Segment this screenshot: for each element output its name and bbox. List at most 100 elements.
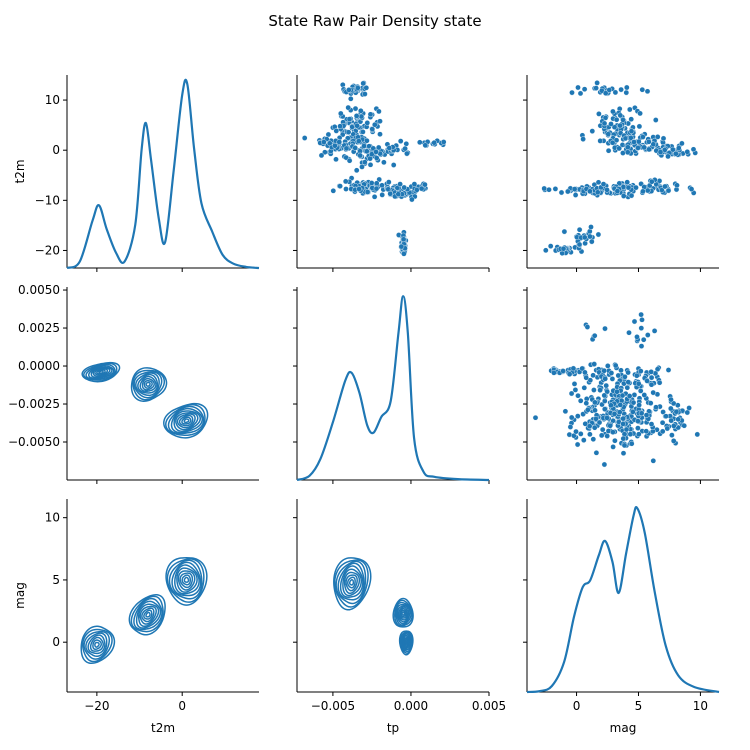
scatter-point <box>610 108 616 115</box>
kde-contour-line <box>98 370 104 374</box>
scatter-point <box>690 146 697 153</box>
scatter-point <box>617 402 624 408</box>
scatter-point <box>377 118 383 124</box>
chart-title: State Raw Pair Density state <box>268 12 481 30</box>
y-tick-label: 10 <box>45 511 60 525</box>
kde-contour-line <box>183 576 190 583</box>
kde-contour-line <box>392 597 414 628</box>
scatter-point <box>379 192 386 198</box>
scatter-point <box>440 139 447 145</box>
scatter-point <box>368 180 375 186</box>
scatter-point <box>620 117 626 123</box>
scatter-point <box>597 138 604 144</box>
scatter-point <box>660 135 667 142</box>
kde-contour-line <box>92 639 102 651</box>
scatter-point <box>354 122 360 129</box>
scatter-point <box>561 228 568 235</box>
kde-contour-line <box>141 377 155 391</box>
kde-contour-line <box>145 611 151 618</box>
scatter-point <box>659 428 666 435</box>
scatter-point <box>665 187 672 194</box>
scatter-point <box>326 140 333 147</box>
scatter-point <box>568 390 575 397</box>
kde-contour-line <box>167 405 205 435</box>
scatter-point <box>627 106 633 113</box>
scatter-point <box>602 115 609 121</box>
scatter-point <box>597 387 603 393</box>
scatter-point <box>688 186 695 192</box>
scatter-point <box>357 152 364 159</box>
scatter-point <box>625 369 631 376</box>
scatter-point <box>625 184 632 191</box>
kde-contour-line <box>173 410 202 433</box>
scatter-point <box>586 423 593 430</box>
x-tick-label: −0.005 <box>311 699 355 713</box>
kde-contour-line <box>170 407 204 434</box>
scatter-point <box>398 243 405 250</box>
scatter-point <box>422 142 429 149</box>
scatter-point <box>659 419 666 426</box>
y-tick-label: −10 <box>35 193 60 207</box>
scatter-point <box>360 129 366 135</box>
scatter-point <box>583 374 590 381</box>
kde-contour-line <box>348 578 355 586</box>
kde-contour-line <box>177 570 196 591</box>
scatter-point <box>376 108 382 115</box>
scatter-point <box>332 142 338 149</box>
scatter-point <box>371 193 378 200</box>
scatter-point <box>616 145 623 152</box>
scatter-point <box>600 181 607 187</box>
scatter-point <box>543 247 549 254</box>
scatter-point <box>611 411 618 417</box>
scatter-point <box>558 189 565 196</box>
scatter-point <box>635 145 641 151</box>
kde-contour-line <box>80 625 116 665</box>
scatter-point <box>605 147 612 154</box>
scatter-point <box>650 457 657 464</box>
panel-mag-diag-kde: 0 5 10 <box>523 499 720 713</box>
scatter-point <box>624 149 631 156</box>
kde-contour-line <box>87 364 115 380</box>
scatter-point <box>638 410 645 417</box>
scatter-point <box>671 423 677 429</box>
kde-contour-line <box>400 631 412 653</box>
scatter-point <box>422 181 428 188</box>
scatter-point <box>647 400 654 406</box>
kde-contour-line <box>135 372 160 397</box>
scatter-point <box>621 442 628 449</box>
kde-contour-line <box>404 640 408 645</box>
scatter-point <box>541 185 548 192</box>
scatter-point <box>638 343 645 349</box>
scatter-point <box>576 241 583 248</box>
scatter-point <box>575 413 581 419</box>
kde-contour-line <box>130 367 168 402</box>
kde-contour-line <box>141 607 155 623</box>
panel-t2m-vs-mag-contour: −20 0 0 5 10 <box>45 499 259 713</box>
scatter-point <box>587 188 593 195</box>
scatter-point <box>532 414 539 421</box>
scatter-point <box>569 89 575 96</box>
scatter-point <box>330 187 337 194</box>
scatter-point <box>630 409 636 415</box>
scatter-point <box>367 111 374 118</box>
scatter-point <box>614 388 620 395</box>
scatter-point <box>617 122 623 129</box>
scatter-point <box>574 441 581 448</box>
scatter-point <box>599 426 606 433</box>
kde-contour-line <box>143 380 153 389</box>
kde-contour-line <box>345 574 358 592</box>
scatter-point <box>594 189 601 196</box>
scatter-point <box>591 424 598 431</box>
scatter-point <box>613 137 620 143</box>
scatter-point <box>651 328 658 334</box>
scatter-point <box>610 444 616 450</box>
scatter-point <box>560 368 566 374</box>
kde-contour-line <box>181 574 192 586</box>
x-tick-label: 5 <box>635 699 643 713</box>
scatter-point <box>346 87 352 93</box>
scatter-point <box>571 381 578 387</box>
scatter-point <box>670 400 677 407</box>
scatter-point <box>547 243 554 249</box>
kde-contour-line <box>166 558 205 603</box>
